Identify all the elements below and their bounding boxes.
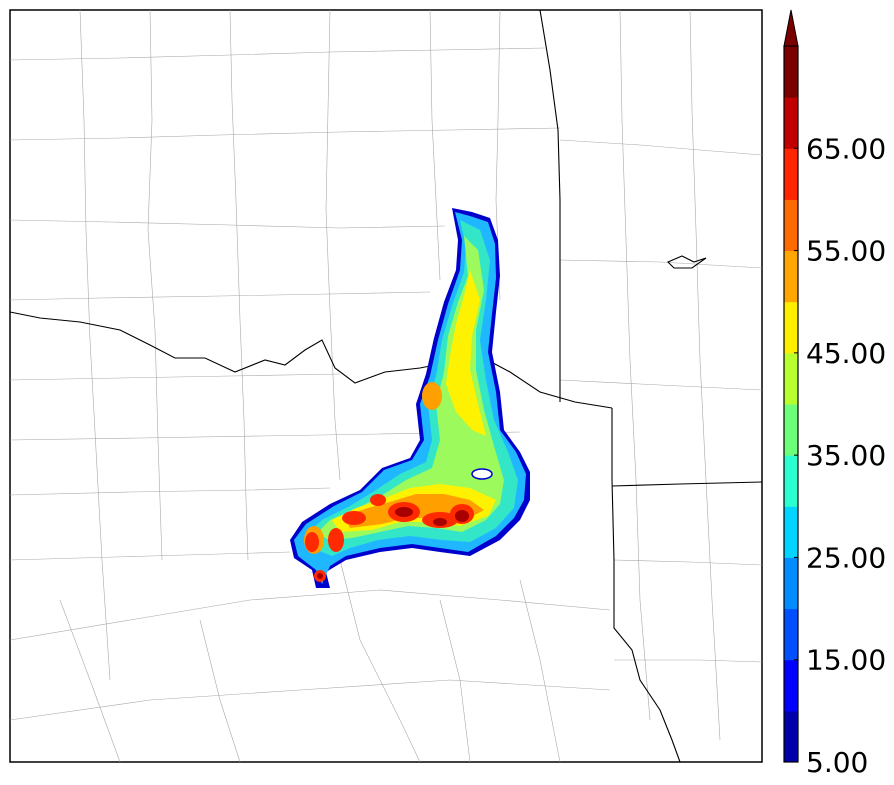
colorbar-tick-label: 5.00 [806,746,868,779]
colorbar-swatch [784,251,798,303]
colorbar-ticks: 5.00 15.00 25.00 35.00 45.00 55.00 65.00 [794,132,886,779]
colorbar-swatch [784,199,798,251]
colorbar-swatch [784,404,798,456]
colorbar-swatch [784,506,798,558]
colorbar-swatch [784,711,798,763]
field-band-orange-north [422,382,442,410]
colorbar-swatch [784,660,798,712]
colorbar-extend-arrow [784,10,798,46]
colorbar-tick-label: 65.00 [806,132,886,165]
colorbar-swatch [784,353,798,405]
colorbar-swatch [784,97,798,149]
colorbar-swatches [784,46,798,763]
map-border [10,10,762,762]
colorbar-swatch [784,46,798,98]
colorbar-tick-label: 55.00 [806,235,886,268]
colorbar-tick-label: 15.00 [806,644,886,677]
colorbar-swatch [784,148,798,200]
colorbar-tick-label: 25.00 [806,541,886,574]
map-panel [10,10,762,762]
colorbar: 5.00 15.00 25.00 35.00 45.00 55.00 65.00 [784,10,886,779]
colorbar-swatch [784,302,798,354]
field-hole [472,469,492,479]
colorbar-swatch [784,557,798,609]
colorbar-swatch [784,455,798,507]
colorbar-swatch [784,609,798,661]
colorbar-tick-label: 45.00 [806,337,886,370]
colorbar-tick-label: 35.00 [806,439,886,472]
